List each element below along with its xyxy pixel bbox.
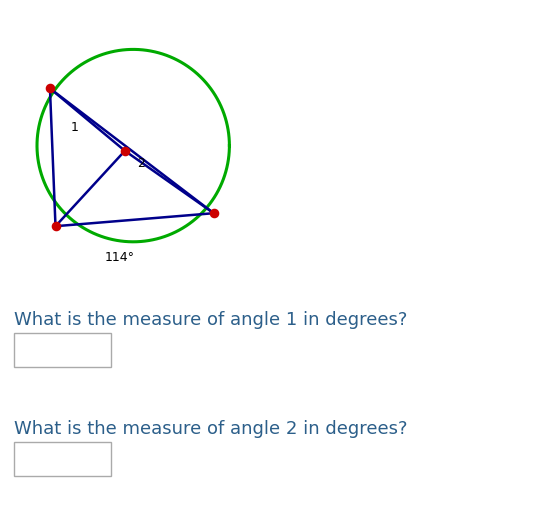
FancyBboxPatch shape [14,442,111,476]
Text: What is the measure of angle 2 in degrees?: What is the measure of angle 2 in degree… [14,420,407,438]
Point [51,222,60,230]
Point [209,209,218,217]
FancyBboxPatch shape [14,333,111,367]
Text: 2: 2 [138,157,145,170]
Point [120,147,129,155]
Text: What is the measure of angle 1 in degrees?: What is the measure of angle 1 in degree… [14,311,407,329]
Text: 114°: 114° [104,251,134,264]
Text: 1: 1 [71,121,79,134]
Point [46,84,54,93]
